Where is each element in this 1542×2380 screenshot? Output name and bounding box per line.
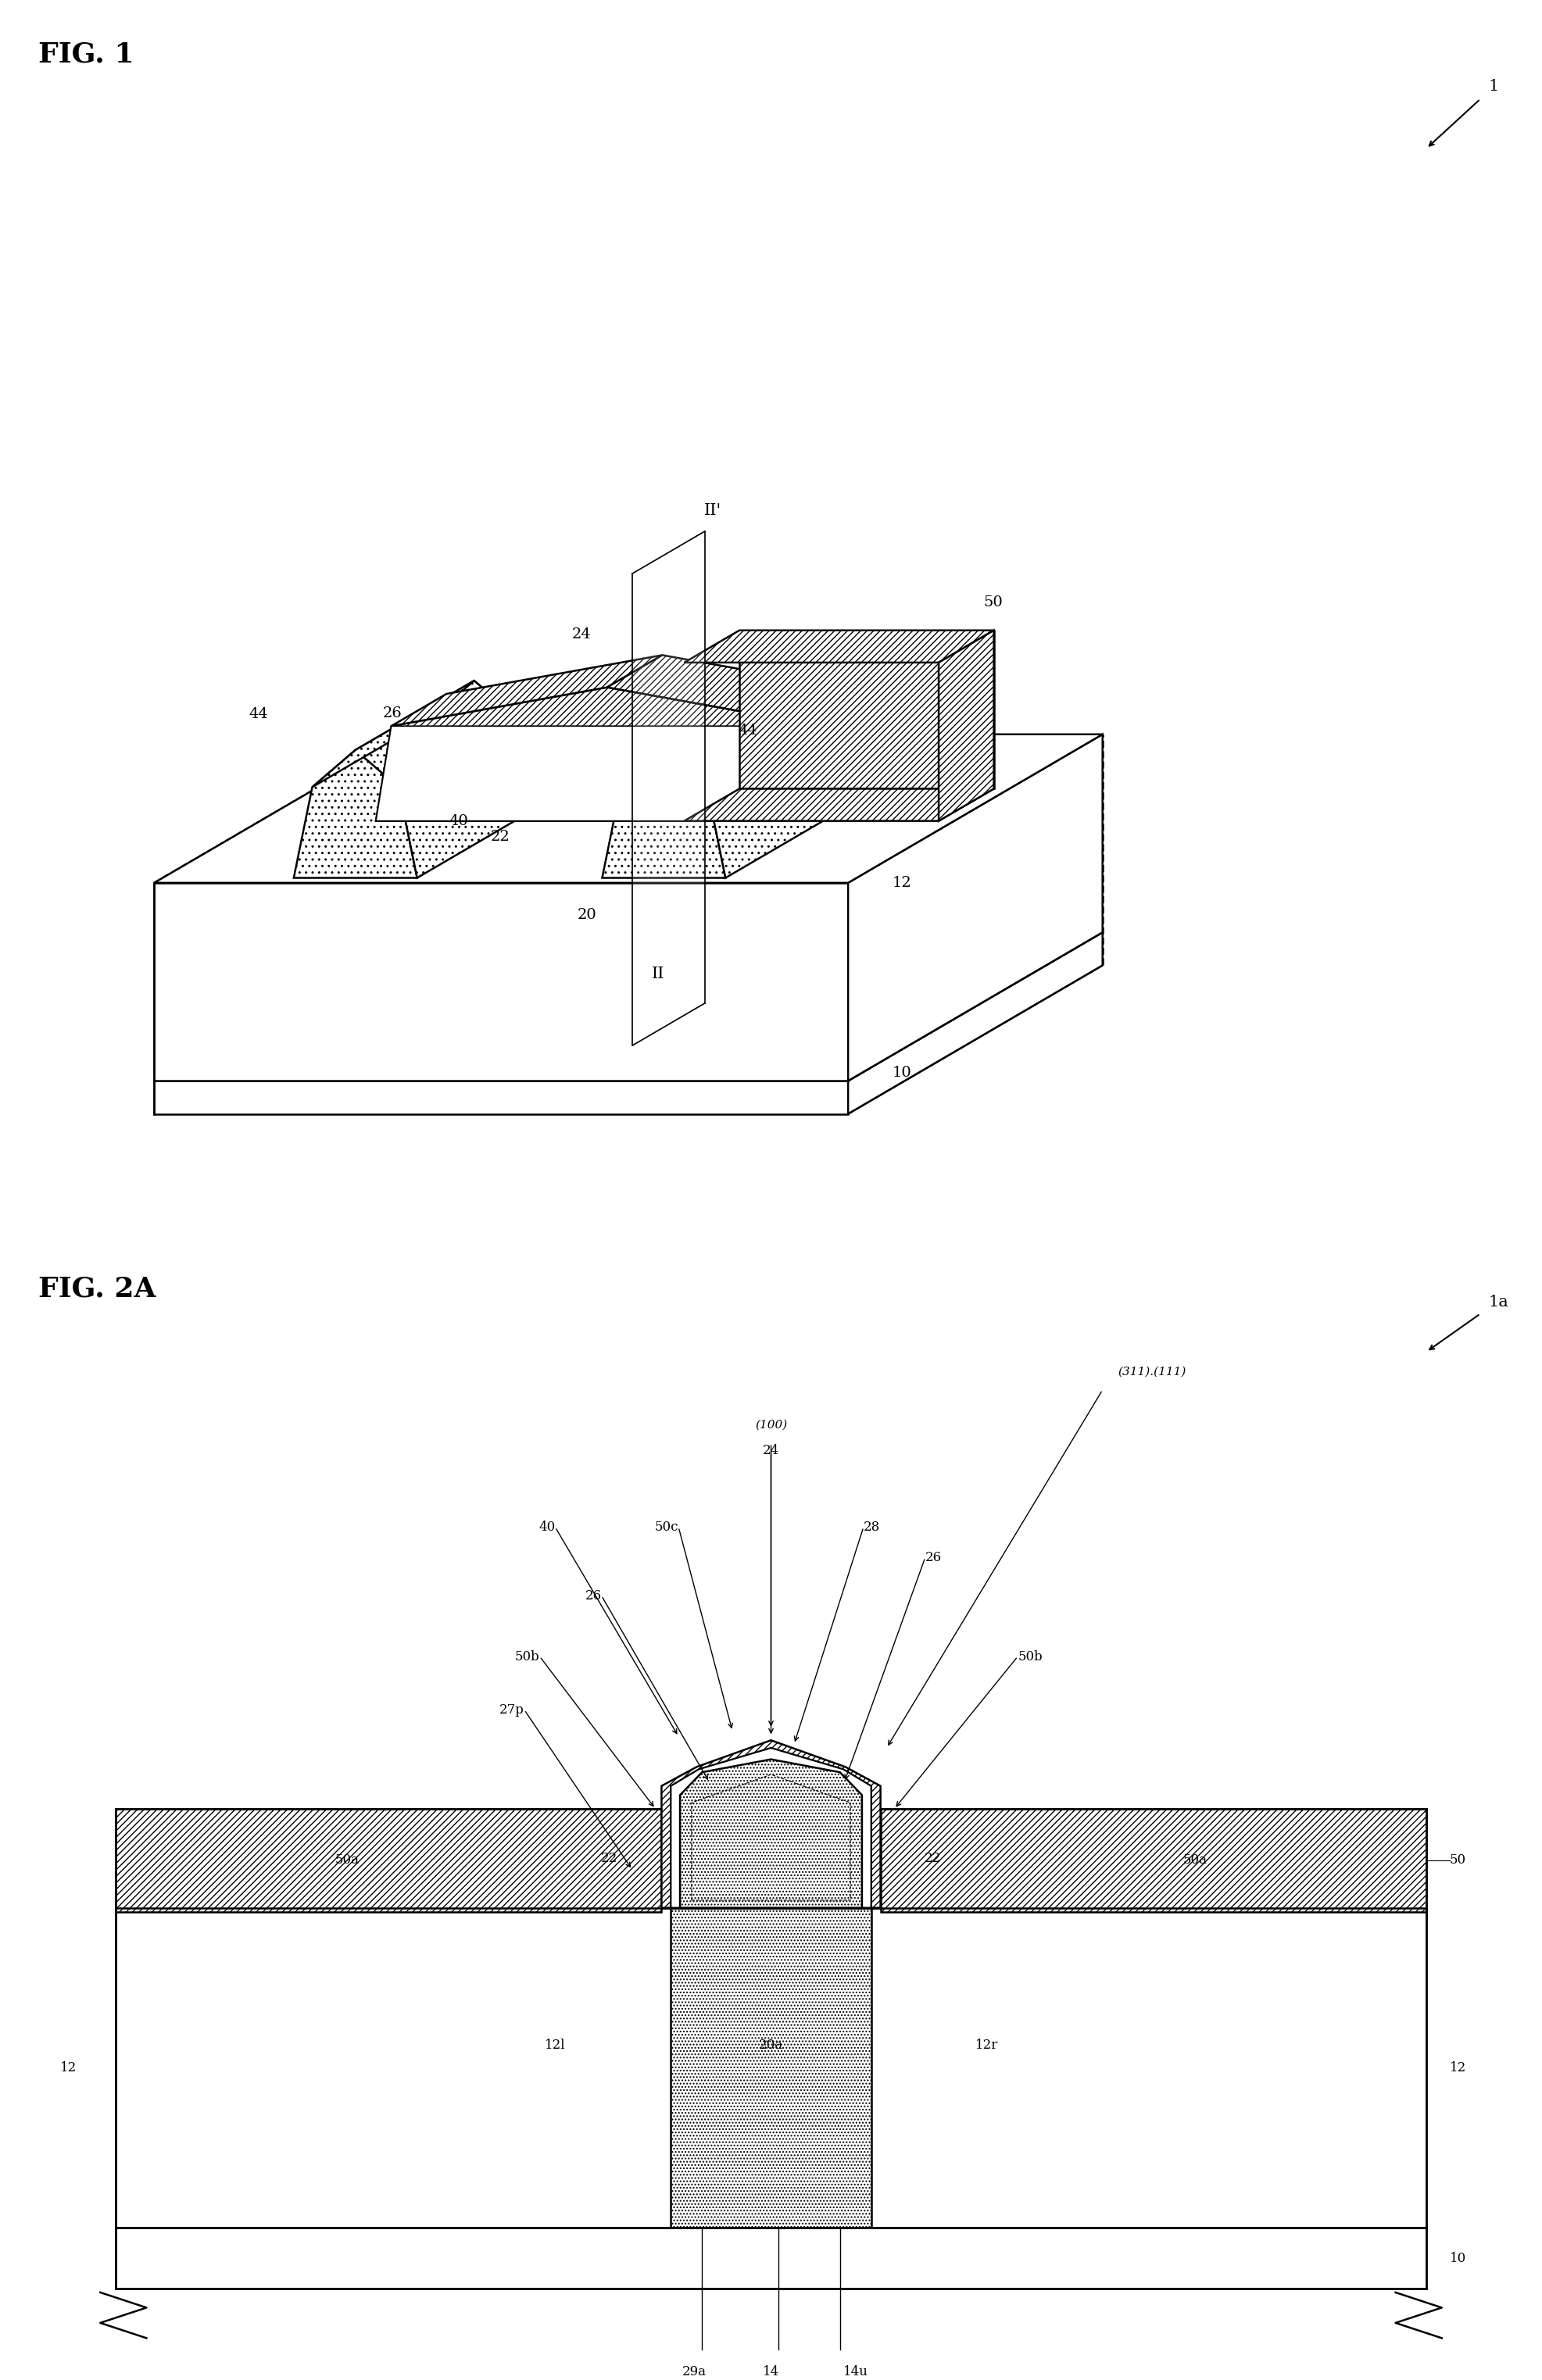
Polygon shape xyxy=(154,966,1103,1114)
Text: 26: 26 xyxy=(584,1590,601,1602)
Text: 50: 50 xyxy=(984,595,1002,609)
Text: 14u: 14u xyxy=(843,2366,868,2378)
Text: 24: 24 xyxy=(572,628,591,643)
Polygon shape xyxy=(742,669,865,797)
Polygon shape xyxy=(356,681,518,788)
Polygon shape xyxy=(399,719,537,878)
Text: 10: 10 xyxy=(893,1066,911,1081)
Text: 24: 24 xyxy=(763,1445,779,1457)
Text: FIG. 2A: FIG. 2A xyxy=(39,1276,156,1302)
Text: 50a: 50a xyxy=(1183,1854,1207,1866)
Bar xyxy=(116,1909,1426,2228)
Polygon shape xyxy=(154,933,1103,1081)
Polygon shape xyxy=(608,655,879,726)
Text: 1: 1 xyxy=(1488,79,1499,93)
Text: 12: 12 xyxy=(1449,2061,1466,2075)
Text: 22: 22 xyxy=(601,1852,617,1866)
Polygon shape xyxy=(632,531,705,1045)
Text: 50a: 50a xyxy=(335,1854,359,1866)
Text: II: II xyxy=(652,966,665,981)
Text: 40: 40 xyxy=(538,1521,555,1533)
Text: 20a: 20a xyxy=(759,2037,783,2052)
Bar xyxy=(880,1809,1426,1911)
Text: 26: 26 xyxy=(382,707,401,721)
Text: 50c: 50c xyxy=(655,1521,678,1533)
Text: 40: 40 xyxy=(449,814,469,828)
Text: 28: 28 xyxy=(864,1521,880,1533)
Text: 44: 44 xyxy=(739,724,757,738)
Text: 26: 26 xyxy=(925,1552,942,1564)
Polygon shape xyxy=(392,655,663,726)
Text: 1a: 1a xyxy=(1488,1295,1508,1309)
Polygon shape xyxy=(603,750,726,878)
Text: FIG. 1: FIG. 1 xyxy=(39,40,134,67)
Polygon shape xyxy=(680,1759,862,1909)
Polygon shape xyxy=(662,1740,880,1909)
Text: 29a: 29a xyxy=(682,2366,706,2378)
Polygon shape xyxy=(621,669,803,788)
Polygon shape xyxy=(671,1747,871,1909)
Polygon shape xyxy=(663,669,847,788)
Text: 50b: 50b xyxy=(1018,1649,1042,1664)
Polygon shape xyxy=(376,788,894,821)
Text: 27p: 27p xyxy=(500,1704,524,1716)
Polygon shape xyxy=(740,631,995,788)
Text: 12l: 12l xyxy=(544,2037,566,2052)
Text: 22: 22 xyxy=(490,831,510,845)
Text: 20: 20 xyxy=(577,909,597,921)
Bar xyxy=(116,2228,1426,2290)
Text: 44: 44 xyxy=(248,707,268,721)
Polygon shape xyxy=(413,681,537,809)
Polygon shape xyxy=(154,1081,848,1114)
Polygon shape xyxy=(848,933,1103,1114)
Text: II': II' xyxy=(703,502,722,519)
Text: (311).(111): (311).(111) xyxy=(1118,1366,1186,1378)
Text: 50b: 50b xyxy=(515,1649,540,1664)
Polygon shape xyxy=(706,704,865,878)
Polygon shape xyxy=(376,688,839,821)
Text: 22: 22 xyxy=(925,1852,941,1866)
Bar xyxy=(116,1809,662,1911)
Text: 12: 12 xyxy=(60,2061,77,2075)
Polygon shape xyxy=(671,1909,871,2228)
Polygon shape xyxy=(939,631,995,821)
Polygon shape xyxy=(311,681,475,788)
Polygon shape xyxy=(685,788,995,821)
Text: 10: 10 xyxy=(1449,2251,1466,2266)
Text: 12r: 12r xyxy=(976,2037,998,2052)
Polygon shape xyxy=(295,750,416,878)
Polygon shape xyxy=(376,726,839,821)
Text: 12: 12 xyxy=(893,876,911,890)
Polygon shape xyxy=(154,735,1103,883)
Polygon shape xyxy=(154,883,848,1081)
Polygon shape xyxy=(685,631,995,662)
Text: (100): (100) xyxy=(756,1418,786,1430)
Polygon shape xyxy=(848,735,1103,1081)
Text: 50: 50 xyxy=(1449,1854,1466,1866)
Text: 14: 14 xyxy=(763,2366,779,2378)
